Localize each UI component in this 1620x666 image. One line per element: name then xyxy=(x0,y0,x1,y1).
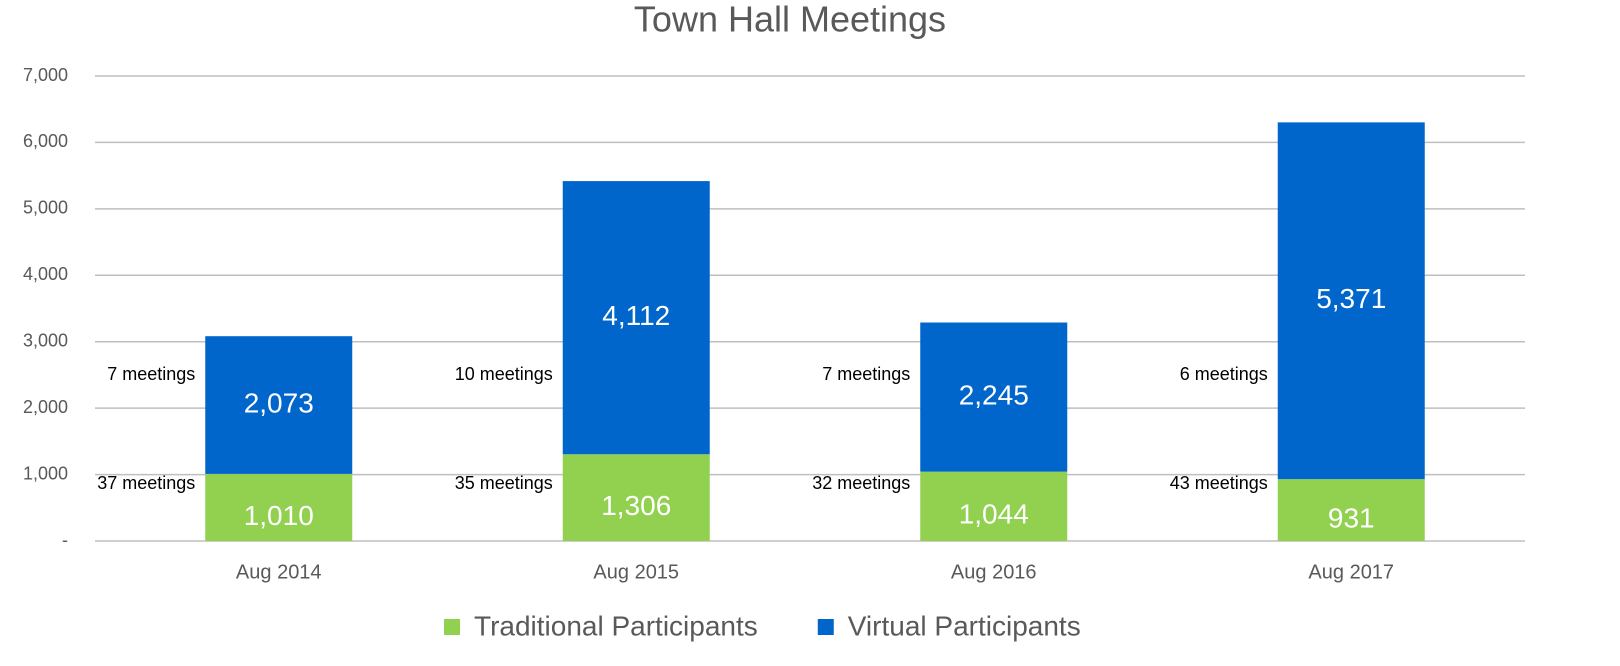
annotation: 7 meetings xyxy=(107,364,195,384)
bar-segment xyxy=(1277,479,1425,541)
y-tick-label: - xyxy=(62,530,68,550)
value-label: 5,371 xyxy=(1316,283,1386,314)
value-label: 2,073 xyxy=(244,387,314,418)
bar-segment xyxy=(1277,122,1425,480)
x-tick-label: Aug 2014 xyxy=(236,561,322,583)
y-tick-label: 1,000 xyxy=(23,463,68,483)
bar-segment xyxy=(205,473,353,541)
x-tick-label: Aug 2017 xyxy=(1308,561,1394,583)
annotation: 10 meetings xyxy=(455,364,553,384)
legend-label: Traditional Participants xyxy=(474,610,758,641)
value-label: 1,010 xyxy=(244,500,314,531)
legend-label: Virtual Participants xyxy=(848,610,1081,641)
value-label: 2,245 xyxy=(959,379,1029,410)
value-label: 1,044 xyxy=(959,499,1029,530)
legend-swatch xyxy=(817,619,834,635)
annotation: 35 meetings xyxy=(455,473,553,493)
chart-title: Town Hall Meetings xyxy=(634,0,946,40)
legend-swatch xyxy=(444,619,460,635)
y-tick-label: 2,000 xyxy=(23,397,68,417)
value-label: 4,112 xyxy=(602,300,670,331)
bar-segment xyxy=(205,336,353,474)
annotation: 7 meetings xyxy=(822,364,910,384)
value-label: 1,306 xyxy=(601,490,671,521)
y-tick-label: 5,000 xyxy=(23,198,68,218)
annotation: 32 meetings xyxy=(812,473,910,493)
bar-segment xyxy=(920,471,1068,541)
x-tick-label: Aug 2016 xyxy=(951,561,1037,583)
bar-segment xyxy=(562,181,710,455)
bar-segment xyxy=(920,322,1068,472)
annotation: 6 meetings xyxy=(1180,364,1268,384)
y-tick-label: 7,000 xyxy=(23,65,68,85)
annotation: 37 meetings xyxy=(97,473,195,493)
value-label: 931 xyxy=(1328,502,1375,533)
annotation: 43 meetings xyxy=(1170,473,1268,493)
y-tick-label: 6,000 xyxy=(23,131,68,151)
y-tick-label: 4,000 xyxy=(23,264,68,284)
y-tick-label: 3,000 xyxy=(23,330,68,350)
bar-segment xyxy=(562,454,710,541)
x-tick-label: Aug 2015 xyxy=(593,561,679,583)
